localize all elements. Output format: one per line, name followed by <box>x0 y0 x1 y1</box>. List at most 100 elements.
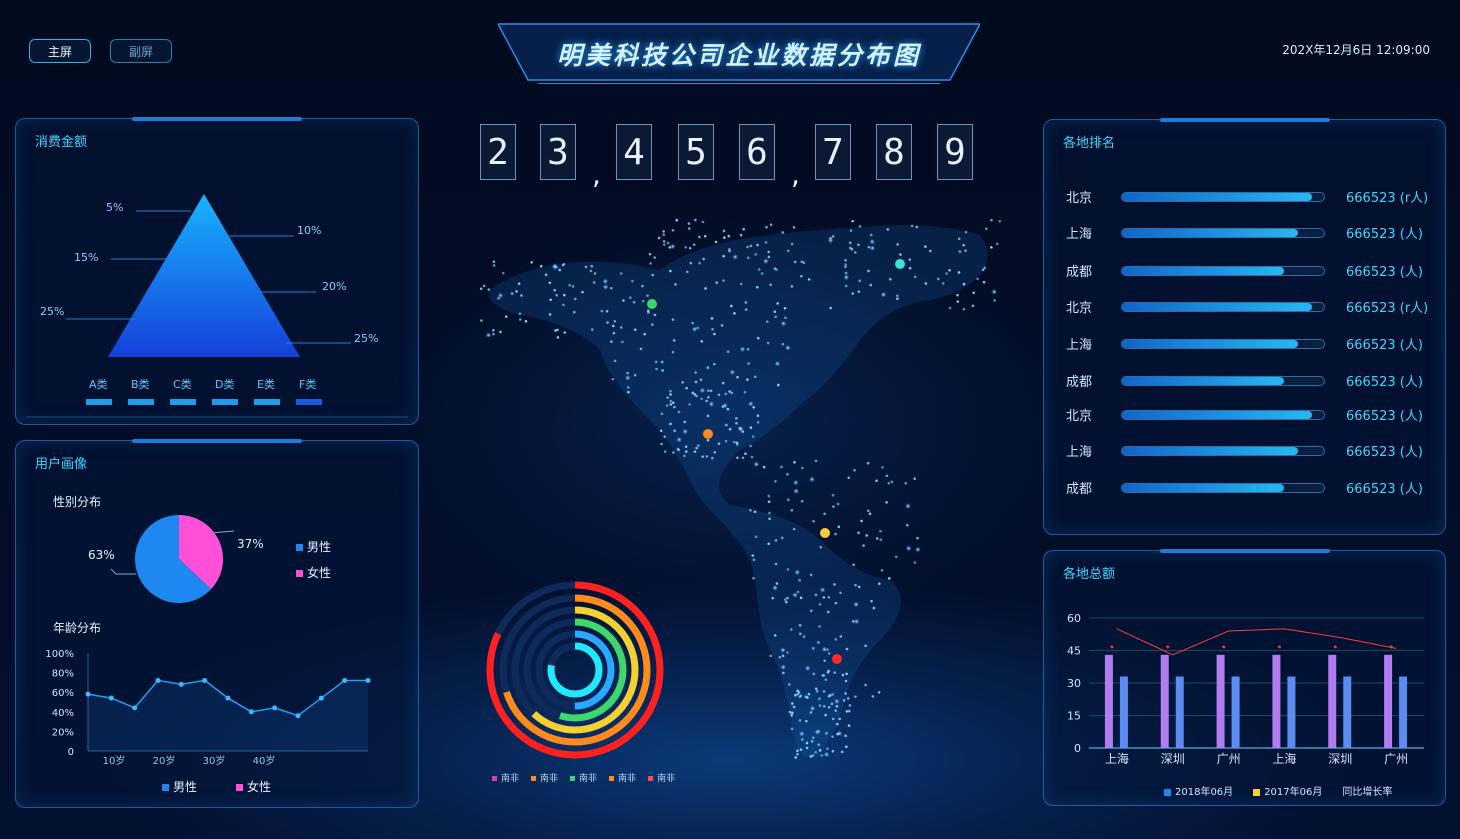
ranking-row[interactable]: 成都 666523 (人) <box>1044 478 1444 498</box>
map-dot <box>613 359 617 363</box>
ranking-row[interactable]: 北京 666523 (r人) <box>1044 297 1444 317</box>
map-dot <box>990 218 993 222</box>
map-dot <box>581 290 584 294</box>
bar-2018[interactable] <box>1384 654 1393 748</box>
map-dot <box>701 220 705 224</box>
bar-2017[interactable] <box>1343 676 1352 749</box>
map-dot <box>805 719 808 723</box>
map-marker[interactable] <box>832 654 842 664</box>
map-dot <box>593 272 597 275</box>
map-dot <box>780 664 787 671</box>
ranking-city: 上海 <box>1066 227 1093 242</box>
bar-2017[interactable] <box>1231 676 1240 749</box>
secondary-screen-button[interactable]: 副屏 <box>110 39 172 63</box>
pyramid-label: 20% <box>322 280 347 293</box>
map-dot <box>807 278 811 281</box>
ring-arc <box>535 630 615 710</box>
map-dot <box>793 260 797 264</box>
map-dot <box>742 227 745 231</box>
bar-2017[interactable] <box>1175 676 1184 749</box>
ring-arc <box>547 642 603 698</box>
map-dot <box>781 654 785 658</box>
ranking-row[interactable]: 成都 666523 (人) <box>1044 261 1444 281</box>
bar-2017[interactable] <box>1119 676 1128 749</box>
map-dot <box>796 749 799 753</box>
ranking-row[interactable]: 北京 666523 (人) <box>1044 405 1444 425</box>
map-dot <box>822 596 826 599</box>
counter-digit: 4 <box>616 124 652 180</box>
map-dot <box>663 450 667 453</box>
map-dot <box>553 288 557 292</box>
map-dot <box>662 230 665 233</box>
map-dot <box>665 404 669 407</box>
page-title: 明美科技公司企业数据分布图 <box>556 41 921 70</box>
map-dot <box>998 219 1002 223</box>
age-point <box>318 695 324 701</box>
map-dot <box>764 241 768 244</box>
map-dot <box>524 320 528 323</box>
map-dot <box>834 709 838 712</box>
main-screen-button[interactable]: 主屏 <box>29 39 91 63</box>
map-dot <box>752 558 756 562</box>
map-dot <box>995 242 999 246</box>
map-dot <box>812 520 815 523</box>
bar-2018[interactable] <box>1272 654 1281 748</box>
map-dot <box>612 331 616 335</box>
map-dot <box>646 309 650 313</box>
pyramid-label: 15% <box>74 251 99 264</box>
map-dot <box>833 671 836 674</box>
ranking-row[interactable]: 北京 666523 (r人) <box>1044 187 1444 207</box>
map-dot <box>626 371 629 375</box>
map-dot <box>774 562 778 566</box>
bar-2018[interactable] <box>1160 654 1169 748</box>
map-dot <box>492 260 496 263</box>
map-dot <box>796 752 799 756</box>
map-marker[interactable] <box>895 259 905 269</box>
bar-2017[interactable] <box>1287 676 1296 749</box>
ranking-row[interactable]: 上海 666523 (人) <box>1044 223 1444 243</box>
map-dot <box>815 689 819 693</box>
map-dot <box>766 341 770 345</box>
bar-x-tick: 深圳 <box>1328 752 1352 766</box>
map-dot <box>811 754 815 757</box>
map-dot <box>818 625 821 628</box>
map-dot <box>916 536 919 540</box>
pie-slice-female[interactable] <box>179 515 223 590</box>
map-marker[interactable] <box>647 299 657 309</box>
map-dot <box>722 229 726 233</box>
map-dot <box>881 466 884 469</box>
map-dot <box>826 671 830 674</box>
bar-2017[interactable] <box>1399 676 1408 749</box>
age-point <box>365 677 371 683</box>
bar-2018[interactable] <box>1104 654 1113 748</box>
ranking-value: 666523 (人) <box>1346 482 1423 497</box>
bar-y-tick: 0 <box>1074 742 1081 755</box>
ranking-row[interactable]: 上海 666523 (人) <box>1044 334 1444 354</box>
map-dot <box>814 687 818 691</box>
pie-slice-male[interactable] <box>135 515 212 603</box>
map-dot <box>788 710 792 714</box>
bar-2018[interactable] <box>1328 654 1337 748</box>
map-dot <box>791 711 794 715</box>
map-dot <box>830 702 834 706</box>
map-marker[interactable] <box>820 528 830 538</box>
map-dot <box>809 711 813 714</box>
ranking-row[interactable]: 上海 666523 (人) <box>1044 441 1444 461</box>
map-dot <box>749 444 752 448</box>
map-dot <box>773 310 777 314</box>
map-dot <box>971 304 975 308</box>
map-dot <box>788 683 791 686</box>
ranking-row[interactable]: 成都 666523 (人) <box>1044 371 1444 391</box>
map-dot <box>674 283 677 286</box>
ranking-bar <box>1121 228 1325 238</box>
map-dot <box>904 503 911 510</box>
map-dot <box>790 285 794 288</box>
map-dot <box>590 328 594 331</box>
map-dot <box>669 243 676 250</box>
age-x-tick: 10岁 <box>103 754 126 767</box>
map-marker[interactable] <box>703 429 713 439</box>
map-dot <box>504 315 508 318</box>
map-dot <box>753 461 760 468</box>
bar-2018[interactable] <box>1216 654 1225 748</box>
map-dot <box>801 738 804 741</box>
